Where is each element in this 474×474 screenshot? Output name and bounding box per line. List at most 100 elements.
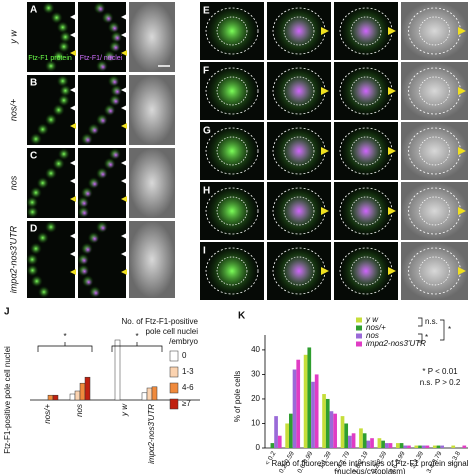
arrow [388, 27, 396, 35]
arrowhead [121, 178, 127, 184]
legend-label: nos [366, 331, 379, 340]
bar [47, 394, 54, 401]
signal-blob [110, 78, 119, 86]
x-axis-label: (nucleus/cytoplasm) [334, 467, 405, 474]
arrowhead [70, 160, 76, 166]
bar [362, 433, 367, 448]
x-axis-label: Ratio of fluorescence intensities of Ftz… [272, 459, 469, 468]
signal-blob [104, 14, 113, 23]
signal-blob [57, 94, 70, 107]
signal-blob [349, 134, 383, 168]
signal-blob [56, 21, 69, 34]
signal-blob [44, 221, 57, 233]
micrograph [129, 2, 175, 72]
annotation: * P < 0.01 [422, 367, 458, 376]
signal-blob [349, 194, 383, 228]
arrowhead [70, 87, 76, 93]
micrograph [129, 75, 175, 145]
nucleus-outline [419, 16, 450, 46]
signal-blob [106, 107, 115, 115]
nucleus-outline [283, 256, 315, 286]
legend-swatch [169, 366, 179, 378]
signal-blob [110, 24, 119, 33]
signal-blob [44, 113, 57, 126]
bar [79, 382, 86, 401]
bar [270, 443, 275, 448]
nucleus-outline [283, 16, 315, 46]
arrowhead [121, 196, 127, 202]
y-axis-label: Ftz-F1-positive pole cell nuclei [3, 346, 12, 454]
bar [384, 443, 389, 448]
signal-blob [56, 75, 69, 87]
bar [322, 394, 326, 448]
signal-blob [80, 209, 89, 217]
legend-label: 0 [182, 351, 187, 360]
signal-blob [106, 160, 115, 169]
arrow [458, 87, 466, 95]
arrowhead [121, 87, 127, 93]
arrow [388, 207, 396, 215]
bar [329, 411, 334, 448]
bar [84, 376, 91, 401]
x-tick-label: y w [120, 403, 129, 417]
cell-outline [205, 67, 259, 115]
arrowhead [70, 233, 76, 239]
legend-title: pole cell nuclei [146, 327, 199, 336]
signal-blob [91, 289, 100, 297]
nucleus-outline [216, 196, 248, 226]
signal-blob [36, 123, 49, 136]
signal-blob [30, 275, 43, 288]
legend-label: y w [365, 315, 379, 324]
signal-blob [36, 231, 49, 244]
signal-blob [83, 136, 92, 144]
micrograph [401, 2, 468, 60]
nucleus-outline [216, 256, 248, 286]
y-tick-label: 10 [251, 419, 260, 428]
legend-label: impα2-nos3'UTR [366, 339, 426, 348]
nucleus-outline [350, 136, 382, 166]
arrow [458, 267, 466, 275]
arrowhead [121, 233, 127, 239]
arrowhead [70, 123, 76, 129]
genotype-label: y w [8, 30, 18, 45]
panel-letter: I [203, 246, 206, 257]
bar [311, 381, 315, 448]
arrow [458, 207, 466, 215]
arrowhead [70, 196, 76, 202]
cell-outline [205, 187, 259, 235]
signal-blob [113, 34, 122, 42]
arrowhead [70, 50, 76, 56]
signal-blob [83, 245, 92, 254]
bar [418, 445, 422, 448]
legend-swatch [169, 350, 179, 362]
signal-blob [206, 245, 258, 297]
arrowhead [121, 269, 127, 275]
signal-blob [90, 126, 99, 135]
bar [285, 423, 289, 448]
signal-blob [50, 11, 63, 24]
legend-swatch [169, 382, 179, 394]
signal-blob [59, 31, 72, 43]
arrowhead [121, 251, 127, 257]
nucleus-outline [216, 136, 248, 166]
bar [314, 374, 319, 448]
arrowhead [70, 178, 76, 184]
arrow [458, 147, 466, 155]
bar [69, 393, 76, 401]
bar [366, 440, 371, 448]
bar [307, 347, 312, 448]
nucleus-outline [283, 136, 315, 166]
bar [396, 443, 400, 448]
nucleus-outline [419, 196, 450, 226]
bar [414, 445, 419, 448]
y-tick-label: 40 [251, 345, 260, 354]
signal-blob [29, 133, 42, 145]
signal-blob [98, 63, 107, 71]
signal-blob [29, 186, 42, 199]
micrograph [401, 182, 468, 240]
arrowhead [70, 14, 76, 20]
genotype-label: nos/+ [8, 99, 18, 121]
bar [277, 435, 282, 448]
cell-outline [205, 127, 259, 175]
bar [436, 445, 441, 448]
